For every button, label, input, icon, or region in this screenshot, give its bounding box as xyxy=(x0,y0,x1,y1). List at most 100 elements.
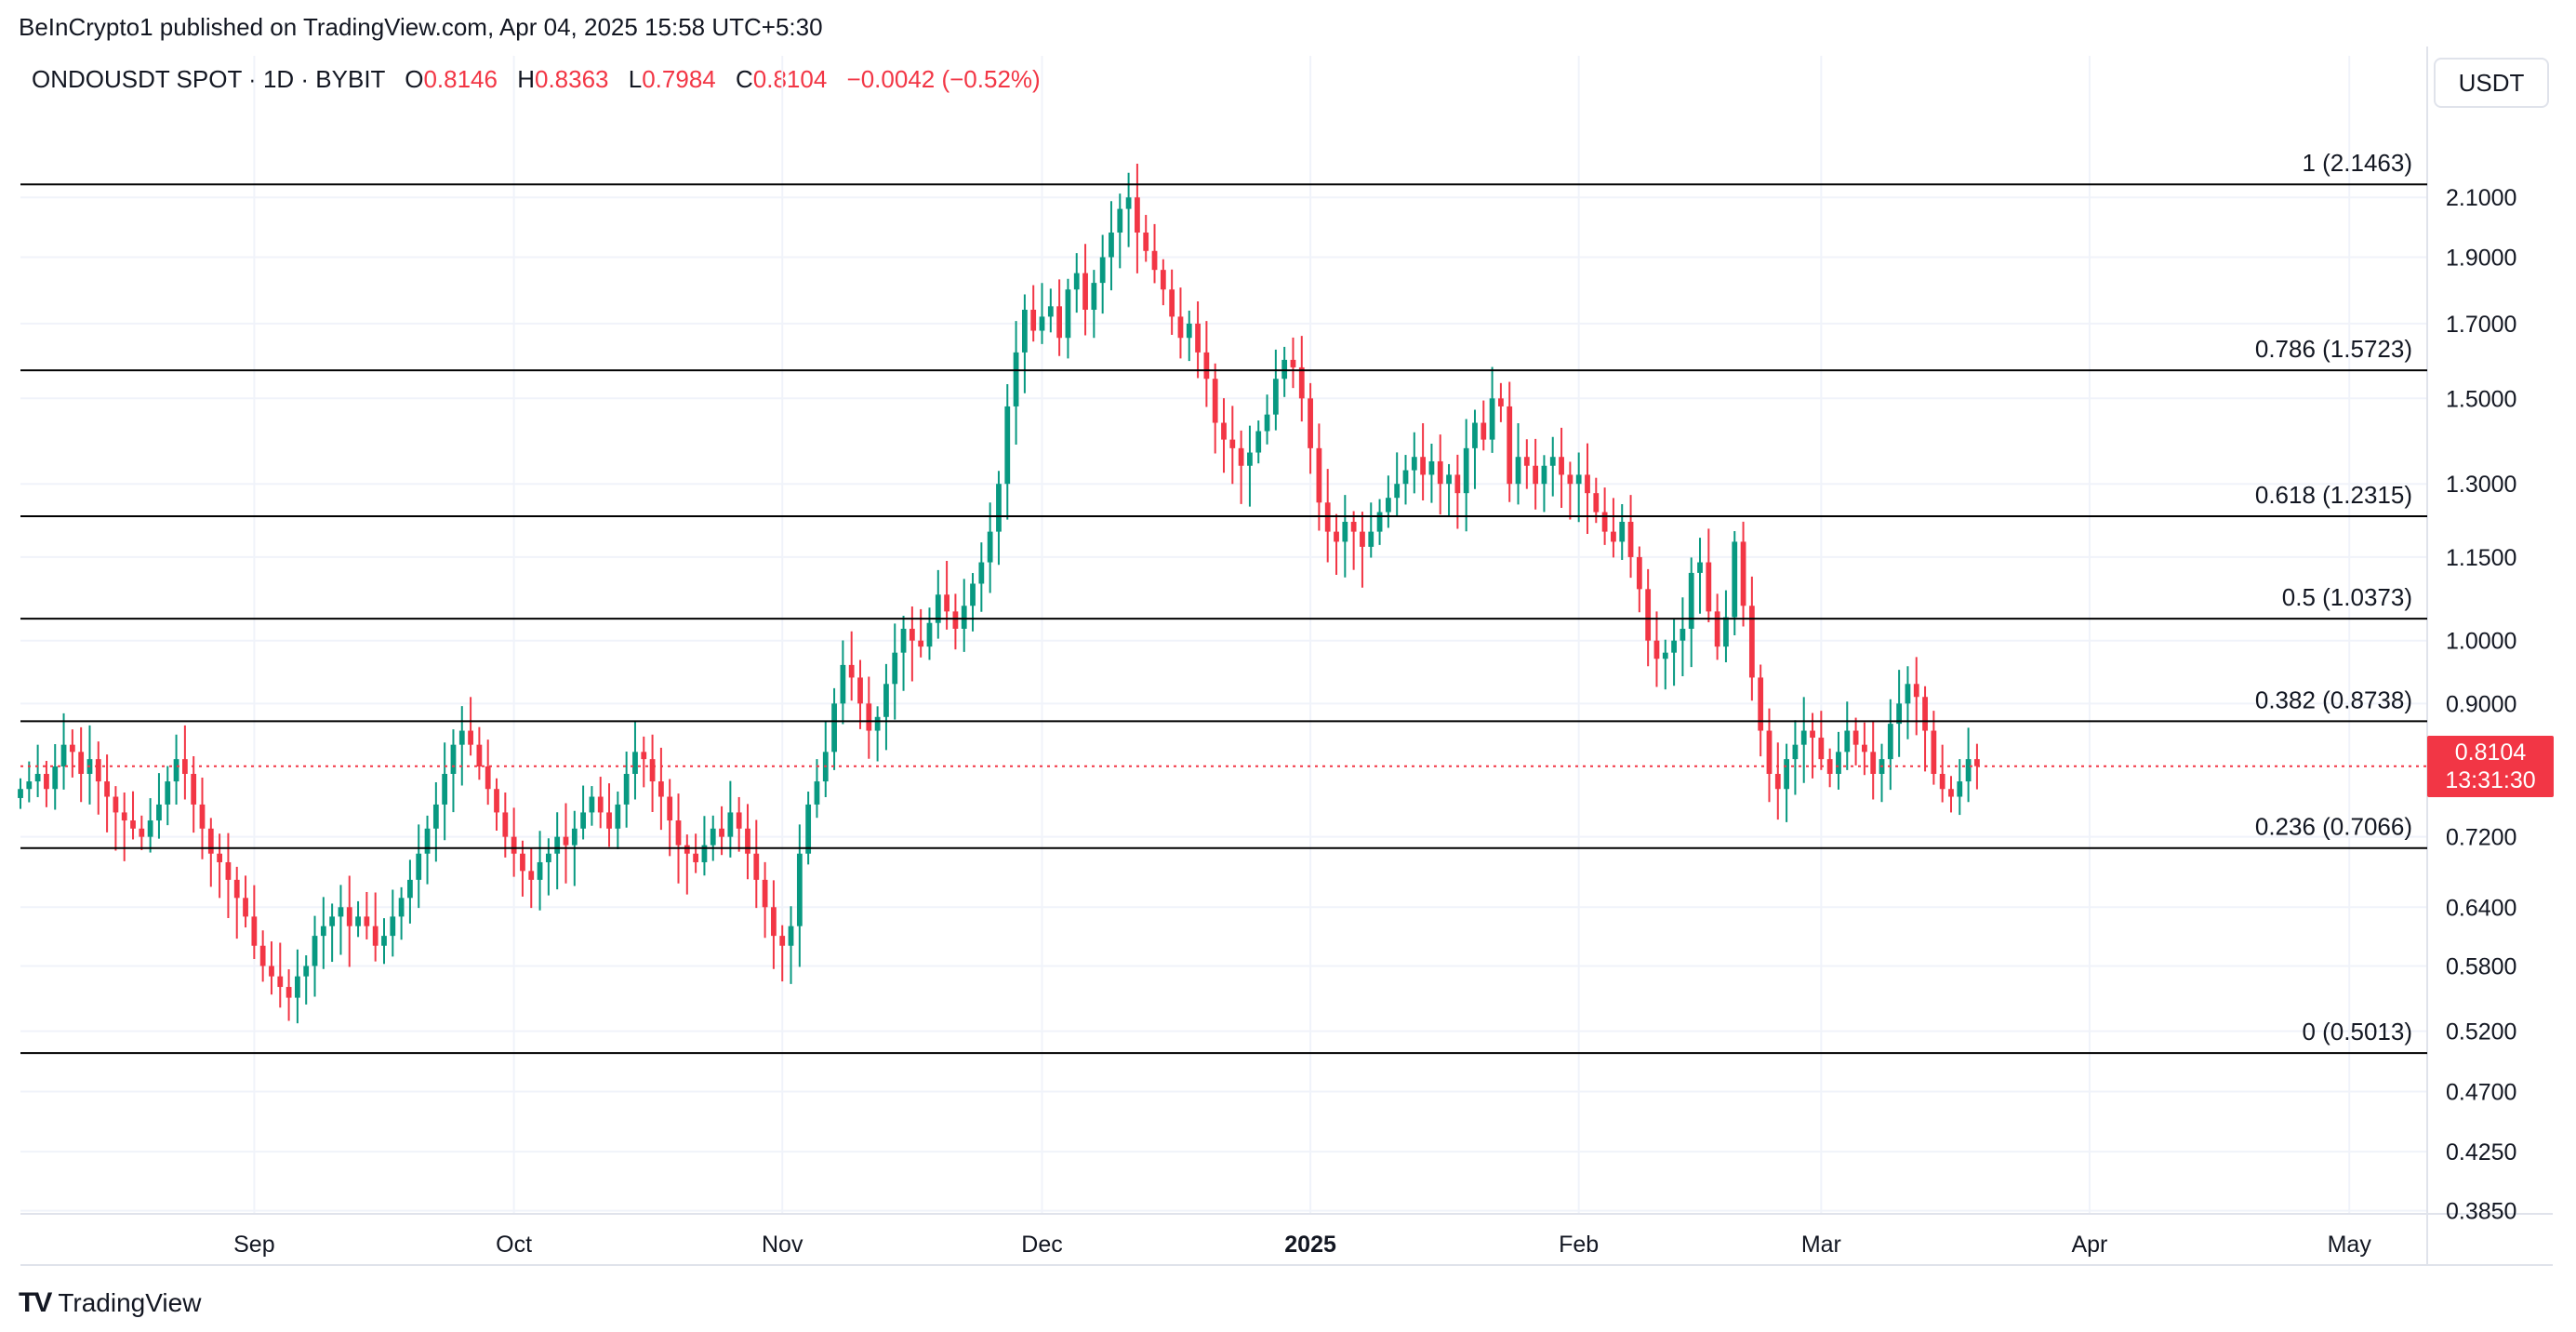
candle-body xyxy=(1334,531,1339,542)
symbol-name[interactable]: ONDOUSDT SPOT · 1D · BYBIT xyxy=(32,65,385,93)
candle-body xyxy=(139,828,145,837)
candle-body xyxy=(1065,289,1071,339)
candle-body xyxy=(1836,752,1841,774)
symbol-legend: ONDOUSDT SPOT · 1D · BYBIT O0.8146 H0.83… xyxy=(32,65,1041,94)
last-price-value: 0.8104 xyxy=(2454,739,2527,766)
candle-body xyxy=(1135,197,1140,233)
y-tick-label: 0.5800 xyxy=(2446,954,2516,980)
candle-body xyxy=(805,804,812,854)
candle-body xyxy=(892,652,898,685)
candle-body xyxy=(52,766,59,790)
candle-body xyxy=(416,853,422,880)
candle-body xyxy=(1394,484,1401,499)
candle-body xyxy=(848,664,855,678)
change-value: −0.0042 (−0.52%) xyxy=(846,65,1041,93)
candle-body xyxy=(1862,744,1867,753)
candle-body xyxy=(701,845,708,862)
candle-body xyxy=(173,759,179,782)
y-tick-label: 0.3850 xyxy=(2446,1199,2516,1225)
candle-body xyxy=(1472,422,1478,448)
candle-body xyxy=(1549,457,1556,466)
candle-body xyxy=(1792,744,1799,760)
candle-body xyxy=(753,853,760,880)
candle-body xyxy=(1567,474,1573,485)
candle-body xyxy=(1688,572,1694,629)
candle-body xyxy=(468,730,473,745)
y-tick-label: 0.4700 xyxy=(2446,1080,2516,1106)
candle-body xyxy=(1852,730,1859,745)
candle-body xyxy=(571,828,578,846)
candle-body xyxy=(1272,379,1279,415)
y-tick-label: 0.9000 xyxy=(2446,691,2516,717)
open-label: O xyxy=(405,65,424,93)
candle-body xyxy=(233,879,240,899)
candle-body xyxy=(1316,447,1322,503)
candle-body xyxy=(1800,730,1807,745)
candle-body xyxy=(1385,498,1391,513)
fib-level-label: 0.236 (0.7066) xyxy=(2255,813,2412,841)
candle-body xyxy=(814,781,820,805)
candle-body xyxy=(502,812,509,837)
x-tick-label: May xyxy=(2328,1232,2372,1258)
candle-body xyxy=(675,820,682,846)
candle-body xyxy=(1030,309,1037,331)
candle-body xyxy=(987,531,993,563)
y-tick-label: 1.1500 xyxy=(2446,545,2516,571)
candle-body xyxy=(1559,457,1564,475)
candle-body xyxy=(1619,521,1626,542)
x-tick-label: 2025 xyxy=(1284,1232,1336,1258)
candle-body xyxy=(563,836,569,846)
y-tick-label: 0.6400 xyxy=(2446,895,2516,921)
candle-body xyxy=(1047,306,1054,317)
candle-body xyxy=(225,861,232,880)
candle-body xyxy=(1766,730,1773,774)
candle-body xyxy=(1281,359,1288,380)
close-value: 0.8104 xyxy=(752,65,828,93)
countdown-timer: 13:31:30 xyxy=(2445,766,2536,793)
fib-level-label: 0.5 (1.0373) xyxy=(2282,583,2412,611)
candle-body xyxy=(381,936,387,946)
candle-body xyxy=(1195,323,1201,353)
candle-body xyxy=(1810,730,1815,739)
candle-body xyxy=(788,926,794,946)
candle-body xyxy=(18,789,23,798)
candle-body xyxy=(44,773,49,790)
x-tick-label: Oct xyxy=(496,1232,532,1258)
candle-body xyxy=(485,766,491,790)
candle-body xyxy=(1507,406,1513,485)
candle-body xyxy=(883,684,889,717)
candle-body xyxy=(970,583,976,606)
candle-body xyxy=(1238,447,1244,466)
currency-selector-button[interactable]: USDT xyxy=(2434,58,2549,108)
candle-body xyxy=(1541,465,1547,485)
candle-body xyxy=(537,861,543,880)
candle-body xyxy=(1247,452,1253,466)
candle-body xyxy=(597,796,604,813)
candle-body xyxy=(1533,465,1539,485)
candle-body xyxy=(762,879,768,908)
high-value: 0.8363 xyxy=(534,65,609,93)
candle-body xyxy=(432,804,439,829)
candle-body xyxy=(1004,406,1011,485)
candle-body xyxy=(589,796,595,813)
low-label: L xyxy=(628,65,643,93)
candle-body xyxy=(554,836,561,854)
publisher-line: BeInCrypto1 published on TradingView.com… xyxy=(19,13,823,41)
candle-body xyxy=(95,759,101,782)
candle-body xyxy=(1229,439,1236,448)
candle-body xyxy=(1428,460,1435,475)
tradingview-brand[interactable]: TV TradingView xyxy=(19,1287,201,1319)
candle-body xyxy=(199,804,206,829)
candle-body xyxy=(69,744,75,753)
y-tick-label: 1.9000 xyxy=(2446,246,2516,272)
candle-body xyxy=(1905,684,1911,704)
candle-body xyxy=(1290,359,1296,367)
candle-body xyxy=(424,828,431,854)
candle-body xyxy=(285,987,292,998)
fib-level-label: 0.618 (1.2315) xyxy=(2255,481,2412,509)
tradingview-logo-icon: TV xyxy=(19,1287,52,1318)
candle-body xyxy=(398,898,405,917)
candle-body xyxy=(1818,738,1825,760)
candle-body xyxy=(1957,781,1963,797)
